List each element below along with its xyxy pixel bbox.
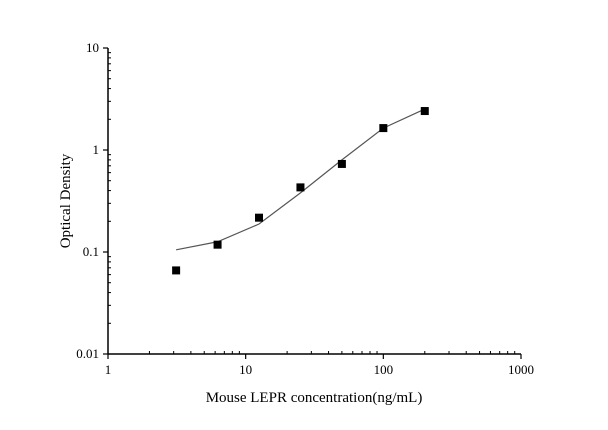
data-point: [172, 266, 181, 275]
ticks: 1 10 100 1000 0.01 0.1 1 10: [76, 40, 534, 377]
fit-curve: [176, 108, 426, 251]
axes: [107, 48, 521, 355]
x-tick-label: 100: [374, 362, 394, 377]
y-tick-label: 0.1: [83, 244, 99, 259]
x-tick-label: 1: [105, 362, 112, 377]
y-tick-label: 10: [86, 40, 99, 55]
data-point: [213, 240, 222, 249]
x-axis-label: Mouse LEPR concentration(ng/mL): [206, 390, 423, 406]
data-point: [420, 107, 429, 116]
marks: [172, 107, 429, 275]
data-point: [337, 159, 346, 168]
x-tick-label: 1000: [508, 362, 534, 377]
data-point: [379, 124, 388, 133]
y-tick-label: 1: [93, 142, 100, 157]
y-axis-label: Optical Density: [58, 153, 74, 248]
x-tick-label: 10: [239, 362, 252, 377]
y-tick-label: 0.01: [76, 346, 99, 361]
data-point: [296, 183, 305, 192]
data-point: [255, 213, 264, 222]
